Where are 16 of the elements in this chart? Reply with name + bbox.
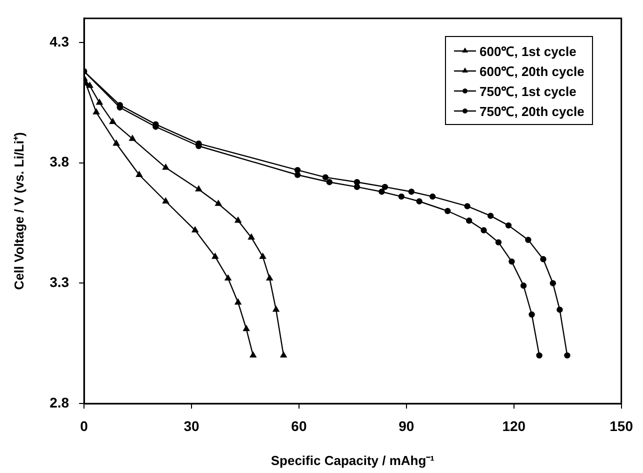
x-tick-label: 90	[398, 418, 414, 434]
y-tick-label: 2.8	[50, 394, 70, 410]
x-tick-label: 120	[502, 418, 526, 434]
y-axis-title: Cell Voltage / V (vs. Li/Li⁺)	[11, 132, 26, 290]
x-tick-label: 60	[291, 418, 307, 434]
legend-label: 600℃, 20th cycle	[480, 63, 584, 80]
y-tick-label: 4.3	[50, 33, 70, 50]
y-tick-label: 3.3	[50, 274, 70, 290]
x-axis-title: Specific Capacity / mAhg⁻¹	[270, 452, 435, 468]
legend-label: 600℃, 1st cycle	[480, 43, 576, 60]
x-tick-label: 30	[184, 418, 200, 434]
legend-label: 750℃, 1st cycle	[480, 83, 576, 100]
x-tick-label: 0	[80, 418, 88, 434]
legend-label: 750℃, 20th cycle	[480, 103, 584, 120]
x-tick-label: 150	[610, 418, 634, 434]
y-tick-label: 3.8	[50, 154, 70, 170]
